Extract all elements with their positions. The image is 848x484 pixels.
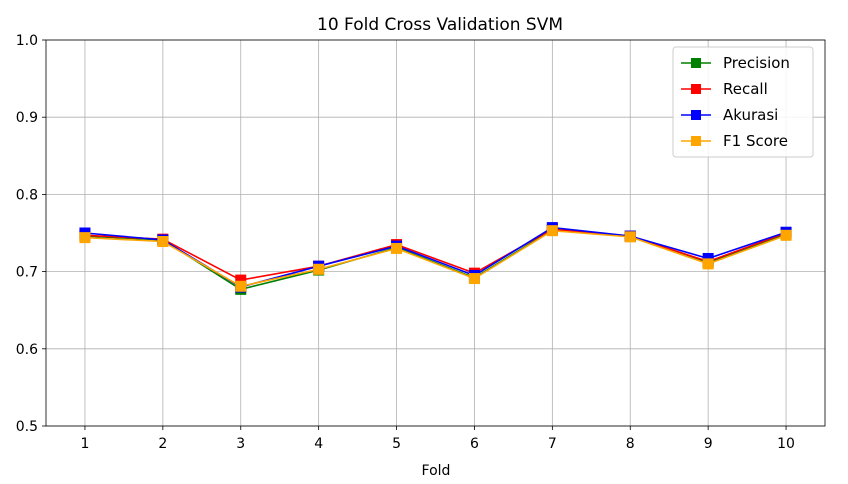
legend-marker xyxy=(691,136,701,146)
legend-marker xyxy=(691,84,701,94)
x-tick-label: 2 xyxy=(158,436,167,452)
legend-item: Akurasi xyxy=(681,106,778,124)
x-tick-label: 9 xyxy=(704,436,713,452)
x-tick-label: 8 xyxy=(626,436,635,452)
chart-title: 10 Fold Cross Validation SVM xyxy=(317,15,563,35)
data-point xyxy=(79,232,91,244)
data-point xyxy=(157,235,169,247)
series-line xyxy=(84,228,787,281)
y-tick-label: 1.0 xyxy=(16,33,38,49)
legend-box xyxy=(672,46,814,158)
legend-item: F1 Score xyxy=(681,132,788,150)
y-tick-label: 0.5 xyxy=(16,419,38,435)
data-point xyxy=(702,258,714,270)
x-tick-label: 6 xyxy=(470,436,479,452)
data-point xyxy=(235,280,247,292)
data-point xyxy=(468,273,480,285)
legend-label: Akurasi xyxy=(723,106,778,124)
data-point xyxy=(624,231,636,243)
plot-frame xyxy=(45,39,826,427)
legend-marker xyxy=(691,58,701,68)
x-tick-label: 5 xyxy=(392,436,401,452)
legend-label: Recall xyxy=(723,80,768,98)
series-akurasi xyxy=(79,222,792,293)
legend: Precision Recall Akurasi F1 Score xyxy=(672,46,814,158)
legend-item: Precision xyxy=(681,54,790,72)
y-tick-label: 0.9 xyxy=(16,110,38,126)
legend-label: F1 Score xyxy=(723,132,788,150)
series-f1-score xyxy=(79,225,792,292)
x-tick-label: 7 xyxy=(548,436,557,452)
x-tick-label: 3 xyxy=(236,436,245,452)
data-point xyxy=(780,229,792,241)
x-axis-label: Fold xyxy=(422,463,451,479)
series-line xyxy=(84,229,787,288)
data-point xyxy=(546,225,558,237)
y-tick-label: 0.7 xyxy=(16,265,38,281)
data-point xyxy=(313,263,325,275)
series-layer xyxy=(79,222,792,295)
axes: 1 2 3 4 5 6 7 8 9 10 0.5 0.6 0.7 0.8 0.9 1.0 xyxy=(16,33,826,452)
x-tick-label: 4 xyxy=(314,436,323,452)
data-point xyxy=(391,242,403,254)
legend-label: Precision xyxy=(723,54,790,72)
y-tick-label: 0.8 xyxy=(16,187,38,203)
x-tick-label: 1 xyxy=(80,436,89,452)
x-tick-label: 10 xyxy=(777,436,795,452)
legend-item: Recall xyxy=(681,80,768,98)
y-tick-label: 0.6 xyxy=(16,342,38,358)
legend-marker xyxy=(691,110,701,120)
